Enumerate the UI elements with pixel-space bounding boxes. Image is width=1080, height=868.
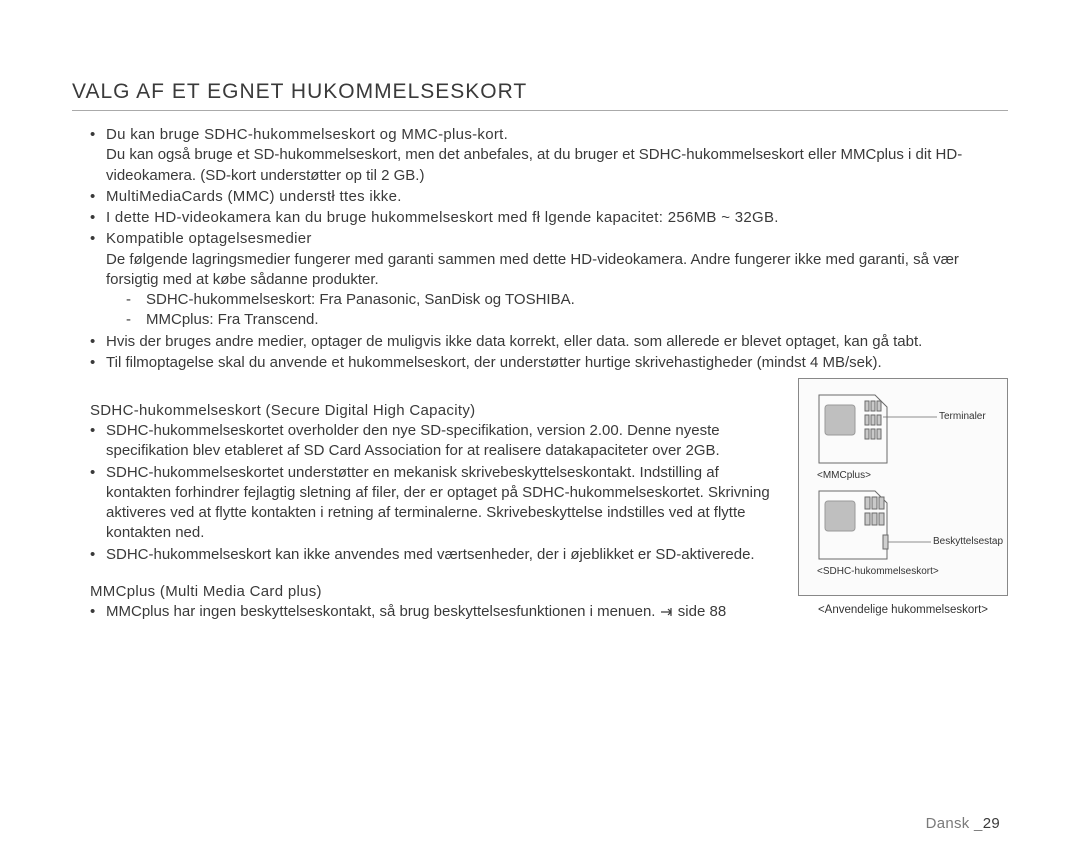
card-diagram-box: Terminaler <MMCplus>	[798, 378, 1008, 596]
terminals-label: Terminaler	[939, 411, 986, 422]
main-bullet-list: Du kan bruge SDHC-hukommelseskort og MMC…	[72, 125, 1008, 373]
bullet-body: Du kan også bruge et SD-hukommelseskort,…	[106, 146, 962, 183]
bullet-item: Kompatible optagelsesmedier De følgende …	[90, 229, 1008, 330]
bullet-item: SDHC-hukommelseskortet understøtter en m…	[90, 463, 776, 544]
sdhc-card-icon	[817, 489, 987, 567]
protect-tab-label: Beskyttelsestap	[933, 536, 1003, 547]
bullet-lead: I dette HD-videokamera kan du bruge huko…	[106, 209, 779, 226]
sdhc-list: SDHC-hukommelseskortet overholder den ny…	[72, 421, 776, 565]
bullet-item: MultiMediaCards (MMC) understł ttes ikke…	[90, 187, 1008, 207]
footer-page-number: 29	[983, 815, 1000, 832]
bullet-lead: MultiMediaCards (MMC) understł ttes ikke…	[106, 188, 402, 205]
page-ref-arrow-icon	[660, 606, 674, 618]
bullet-body: MMCplus har ingen beskyttelseskontakt, s…	[106, 603, 726, 620]
mmcplus-card-figure: Terminaler <MMCplus>	[817, 393, 997, 481]
sdhc-card-figure: Beskyttelsestap <SDHC-hukommelseskort>	[817, 489, 997, 577]
page-footer: Dansk _29	[926, 815, 1000, 832]
page-heading: VALG AF ET EGNET HUKOMMELSESKORT	[72, 80, 1008, 111]
sub-bullet-item: SDHC-hukommelseskort: Fra Panasonic, San…	[126, 290, 1008, 310]
mmc-subheading: MMCplus (Multi Media Card plus)	[72, 583, 776, 600]
bullet-item: MMCplus har ingen beskyttelseskontakt, s…	[90, 602, 776, 622]
bullet-lead: Du kan bruge SDHC-hukommelseskort og MMC…	[106, 126, 508, 143]
sdhc-subheading: SDHC-hukommelseskort (Secure Digital Hig…	[72, 402, 776, 419]
mmcplus-card-icon	[817, 393, 987, 471]
bullet-item: SDHC-hukommelseskort kan ikke anvendes m…	[90, 545, 776, 565]
bullet-item: Til filmoptagelse skal du anvende et huk…	[90, 353, 1008, 373]
text-column: SDHC-hukommelseskort (Secure Digital Hig…	[72, 374, 776, 623]
diagram-column: Terminaler <MMCplus>	[798, 378, 1008, 616]
sdhc-card-label: <SDHC-hukommelseskort>	[817, 566, 997, 577]
bullet-lead: Kompatible optagelsesmedier	[106, 230, 312, 247]
bullet-lead: Til filmoptagelse skal du anvende et huk…	[106, 354, 882, 371]
sub-bullet-item: MMCplus: Fra Transcend.	[126, 310, 1008, 330]
bullet-lead: Hvis der bruges andre medier, optager de…	[106, 333, 922, 350]
bullet-item: Hvis der bruges andre medier, optager de…	[90, 332, 1008, 352]
sub-bullet-list: SDHC-hukommelseskort: Fra Panasonic, San…	[106, 290, 1008, 331]
bullet-body: De følgende lagringsmedier fungerer med …	[106, 251, 959, 288]
bullet-item: SDHC-hukommelseskortet overholder den ny…	[90, 421, 776, 462]
diagram-caption: <Anvendelige hukommelseskort>	[798, 604, 1008, 616]
bullet-item: I dette HD-videokamera kan du bruge huko…	[90, 208, 1008, 228]
mmc-list: MMCplus har ingen beskyttelseskontakt, s…	[72, 602, 776, 622]
mmcplus-card-label: <MMCplus>	[817, 470, 997, 481]
footer-lang: Dansk _	[926, 815, 983, 832]
bullet-item: Du kan bruge SDHC-hukommelseskort og MMC…	[90, 125, 1008, 186]
